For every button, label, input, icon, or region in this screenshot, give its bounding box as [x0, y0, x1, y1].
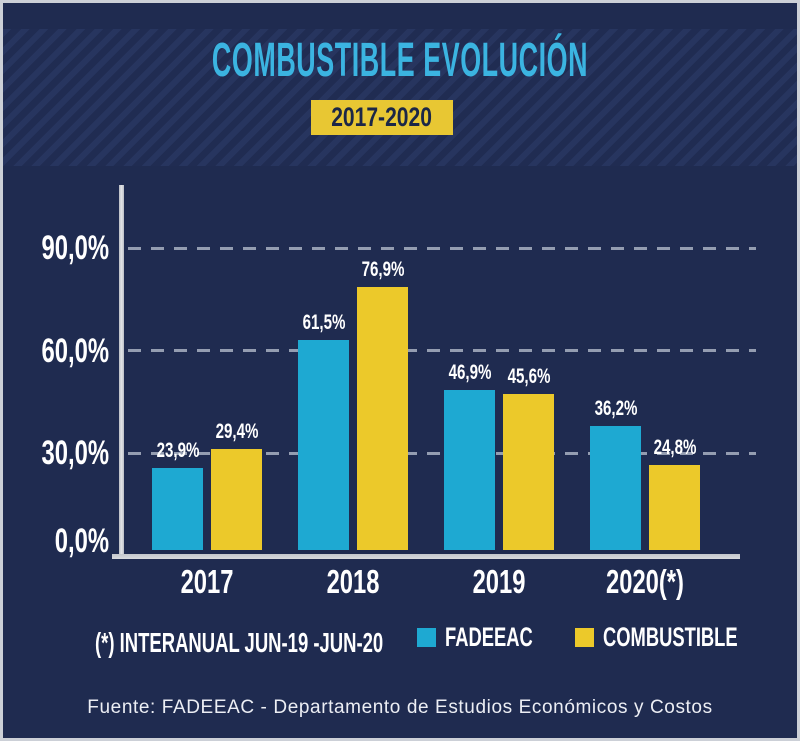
gridline-60: [128, 349, 756, 353]
legend-swatch-fadeeac: [417, 627, 436, 647]
source-footer: Fuente: FADEEAC - Departamento de Estudi…: [87, 697, 713, 718]
bar-combustible-2017: 29,4%: [211, 420, 262, 550]
bar-combustible-2020(*): 24,8%: [649, 436, 700, 550]
x-axis-label-2019: 2019: [472, 563, 526, 600]
gridline-90: [128, 246, 756, 250]
bar-group-2018: 61,5% 76,9%: [298, 250, 408, 550]
bar-fadeeac-2019: 46,9%: [444, 361, 495, 550]
footnote: (*) INTERANUAL JUN-19 -JUN-20: [95, 627, 384, 658]
bar-value-label: 46,9%: [448, 360, 491, 384]
bar-group-2020(*): 36,2% 24,8%: [590, 250, 700, 550]
bar-combustible-2019: 45,6%: [503, 365, 554, 550]
legend-label: COMBUSTIBLE: [603, 621, 738, 652]
header-striped-band: [3, 29, 797, 166]
legend-label: FADEEAC: [445, 621, 533, 652]
bar-fadeeac-2018: 61,5%: [298, 311, 349, 550]
bar-combustible-2018: 76,9%: [357, 258, 408, 550]
bar-value-label: 29,4%: [215, 420, 258, 444]
y-axis-tick-label: 90,0%: [41, 229, 110, 268]
legend-item-fadeeac: FADEEAC: [417, 622, 574, 652]
legend-item-combustible: COMBUSTIBLE: [575, 622, 797, 652]
page-title: COMBUSTIBLE EVOLUCIÓN: [211, 34, 589, 87]
bar-value-label: 23,9%: [156, 439, 199, 463]
bar-value-label: 76,9%: [361, 258, 404, 282]
bar-value-label: 61,5%: [302, 310, 345, 334]
bar-value-label: 24,8%: [653, 436, 696, 460]
y-axis-tick-label: 30,0%: [41, 434, 110, 473]
bar-fadeeac-2017: 23,9%: [152, 439, 203, 550]
bar-value-label: 45,6%: [507, 365, 550, 389]
y-axis-tick-label: 60,0%: [41, 331, 110, 370]
bar-chart: 90,0% 60,0% 30,0% 0,0% 23,9% 29,4% 2017 61,5% 76…: [3, 3, 797, 738]
x-axis-label-2018: 2018: [326, 563, 380, 600]
bar-group-2017: 23,9% 29,4%: [152, 250, 262, 550]
x-axis-label-2020(*): 2020(*): [606, 563, 684, 600]
gridline-30: [128, 451, 756, 455]
y-axis-line: [119, 185, 124, 559]
period-badge-label: 2017-2020: [331, 102, 433, 132]
y-axis-tick-label: 0,0%: [54, 522, 109, 560]
x-axis-line: [112, 554, 740, 559]
x-axis-label-2017: 2017: [180, 563, 234, 600]
period-badge: 2017-2020: [311, 100, 453, 135]
bar-fadeeac-2020(*): 36,2%: [590, 397, 641, 550]
legend-swatch-combustible: [575, 627, 594, 647]
bar-group-2019: 46,9% 45,6%: [444, 250, 554, 550]
bar-value-label: 36,2%: [594, 397, 637, 421]
